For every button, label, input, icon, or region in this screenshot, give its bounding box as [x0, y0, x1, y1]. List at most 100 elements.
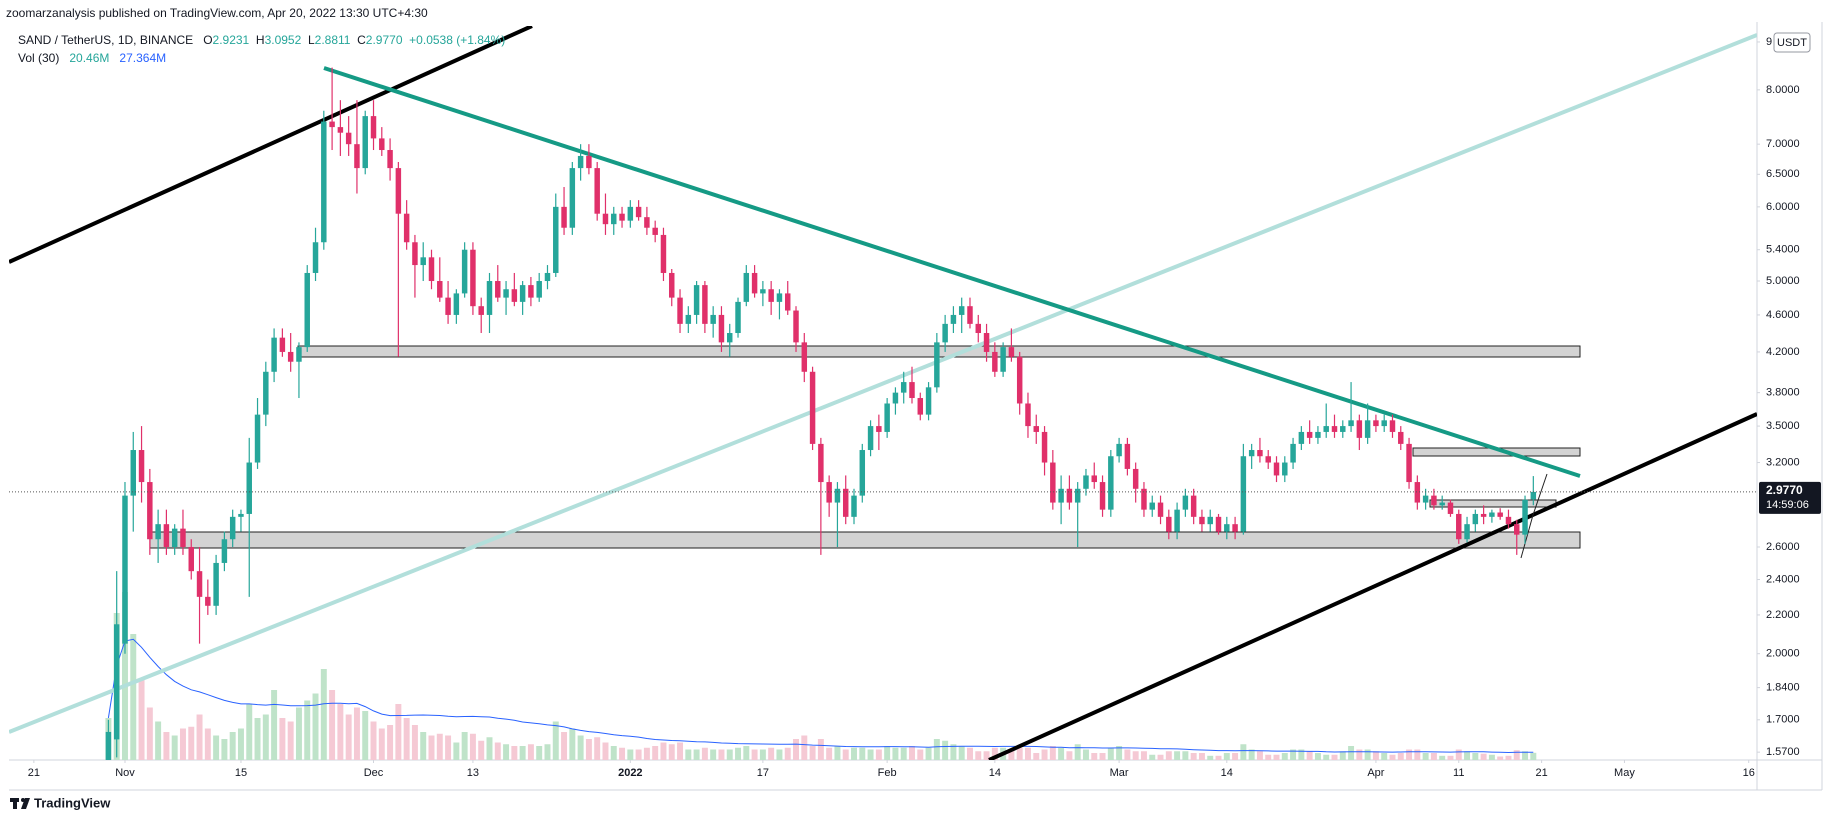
candle-body — [403, 213, 410, 243]
volume-bar — [436, 733, 443, 760]
candle-body — [321, 121, 327, 243]
candle-body — [1000, 347, 1006, 372]
volume-bar — [1190, 753, 1197, 760]
volume-bar — [1157, 754, 1164, 760]
volume-bar — [677, 742, 684, 760]
candle-body — [1323, 426, 1329, 432]
candle-body — [1199, 516, 1205, 525]
volume-bar — [445, 735, 452, 760]
volume-bar — [163, 732, 170, 760]
volume-bar — [1348, 746, 1355, 760]
volume-bar — [1414, 749, 1421, 760]
candle-body — [279, 337, 286, 352]
candle-body — [1240, 456, 1247, 532]
volume-bar — [1198, 753, 1205, 760]
x-tick-label: 17 — [757, 767, 769, 779]
volume-bar — [619, 747, 626, 760]
candle-body — [1149, 502, 1155, 510]
candle-body — [776, 293, 783, 302]
candle-body — [354, 144, 360, 169]
candle-body — [768, 289, 774, 302]
candle-body — [635, 206, 642, 218]
volume-bar — [337, 704, 344, 760]
volume-bar — [793, 739, 799, 760]
ohlc-value: 3.0952 — [264, 33, 302, 47]
candle-body — [693, 285, 700, 315]
volume-bar — [1174, 751, 1181, 760]
candle-body — [1290, 443, 1296, 463]
volume-bar — [643, 747, 650, 760]
candle-body — [486, 281, 493, 315]
candle-body — [1464, 524, 1470, 540]
candle-body — [842, 488, 849, 517]
volume-bar — [237, 728, 244, 760]
volume-bar — [776, 749, 783, 760]
candle-body — [1008, 347, 1015, 357]
volume-bar — [536, 746, 543, 760]
volume-bar — [1107, 747, 1114, 760]
volume-bar — [909, 746, 915, 760]
volume-bar — [726, 749, 733, 760]
candle-body — [304, 272, 310, 348]
ohlc-label: O — [203, 33, 213, 47]
candle-body — [1422, 495, 1429, 503]
candle-body — [793, 310, 799, 343]
x-tick-label: 13 — [467, 767, 479, 779]
last-price-label: 2.9770 — [1766, 483, 1803, 497]
volume-bar — [958, 746, 965, 760]
candle-body — [1066, 488, 1073, 503]
volume-bar — [1066, 751, 1073, 760]
ohlc-value: 2.9231 — [212, 33, 250, 47]
candle-body — [271, 337, 277, 372]
y-tick-label: 4.6000 — [1766, 309, 1800, 321]
candle-body — [478, 306, 484, 315]
volume-pane — [105, 592, 1537, 760]
volume-bar — [262, 714, 269, 760]
volume-bar — [1165, 751, 1172, 760]
candle-body — [867, 426, 874, 451]
volume-bar — [1091, 753, 1098, 760]
candle-body — [147, 482, 153, 540]
candle-body — [1058, 488, 1064, 503]
currency-label: USDT — [1777, 37, 1807, 49]
volume-bar — [1339, 751, 1346, 760]
x-tick-label: Nov — [115, 767, 135, 779]
candle-body — [1141, 488, 1147, 510]
volume-bar — [1439, 755, 1446, 760]
candle-body — [453, 293, 460, 315]
volume-bar — [1530, 752, 1537, 760]
candle-body — [1389, 420, 1396, 432]
published-note: zoomarzanalysis published on TradingView… — [6, 6, 428, 20]
volume-bar — [1207, 755, 1214, 760]
candle-body — [1074, 488, 1081, 503]
candle-body — [188, 546, 194, 572]
candle-body — [1282, 462, 1288, 476]
x-tick-label: 15 — [235, 767, 247, 779]
volume-bar — [469, 733, 476, 760]
candle-body — [1099, 482, 1106, 510]
candle-body — [1381, 420, 1387, 427]
volume-bar — [254, 718, 261, 760]
volume-bar — [718, 749, 725, 760]
volume-value: 20.46M — [69, 51, 110, 65]
candle-body — [818, 443, 824, 483]
volume-bar — [1422, 753, 1429, 760]
y-tick-label: 5.4000 — [1766, 244, 1800, 256]
volume-bar — [693, 749, 700, 760]
candle-body — [851, 495, 857, 517]
candle-body — [536, 281, 542, 298]
axes: 9 8.0000 7.0000 6.5000 6.0000 5.4000 5.0000 4.6… — [28, 36, 1821, 779]
volume-bar — [561, 732, 568, 760]
candle-body — [312, 242, 319, 273]
candle-body — [155, 524, 161, 540]
candle-body — [942, 323, 948, 343]
volume-bar — [519, 746, 526, 760]
volume-bar — [917, 749, 924, 760]
candle-body — [1530, 491, 1537, 500]
volume-bar — [1008, 749, 1015, 760]
candle-body — [594, 168, 600, 214]
candle-body — [1025, 403, 1031, 427]
candle-body — [743, 272, 750, 302]
symbol-legend: SAND / TetherUS, 1D, BINANCE O2.9231 H3.… — [18, 33, 505, 47]
